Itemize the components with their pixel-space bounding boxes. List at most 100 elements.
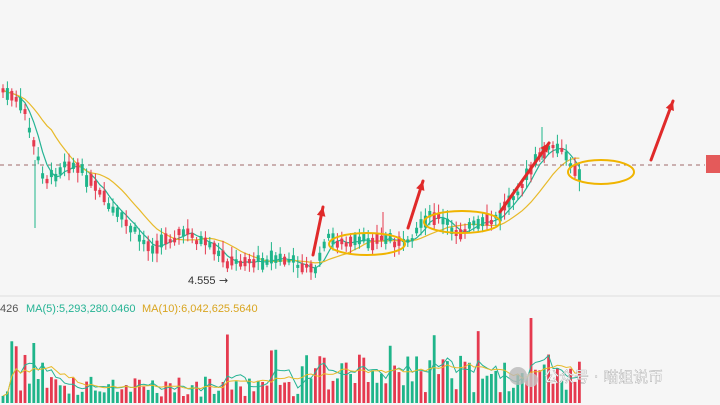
- volume-bar: [173, 392, 176, 403]
- candle-body: [168, 239, 172, 243]
- candle-body: [265, 259, 269, 265]
- volume-bar: [19, 390, 22, 403]
- candle-body: [225, 261, 229, 269]
- candle-body: [93, 180, 97, 191]
- current-price-tag[interactable]: [706, 155, 720, 173]
- volume-bar: [459, 355, 462, 403]
- candle-body: [291, 255, 295, 263]
- candle-body: [353, 234, 357, 246]
- volume-bar: [177, 377, 181, 403]
- candle-body: [76, 162, 80, 173]
- volume-bar: [296, 393, 300, 403]
- volume-bar: [406, 356, 410, 403]
- volume-bar: [270, 350, 273, 403]
- candle-body: [498, 210, 502, 222]
- volume-bar: [569, 368, 572, 403]
- volume-bar: [498, 392, 502, 403]
- volume-bars: [1, 318, 581, 403]
- highlight-ellipse: [328, 232, 406, 256]
- highlight-ellipse: [423, 210, 501, 234]
- candle-body: [564, 151, 568, 161]
- volume-bar: [402, 385, 405, 403]
- volume-bar: [76, 394, 80, 403]
- low-price-label: 4.555: [188, 275, 216, 287]
- candle-body: [98, 189, 102, 195]
- volume-bar: [472, 392, 476, 403]
- volume-bar: [217, 390, 220, 403]
- candle-body: [406, 239, 410, 243]
- candle-body: [19, 97, 23, 111]
- volume-bar: [146, 389, 150, 403]
- volume-bar: [67, 393, 71, 403]
- annotations: [311, 99, 675, 257]
- watermark: 公众号 · 喵姐说币: [509, 367, 663, 387]
- volume-bar: [432, 335, 436, 403]
- volume-bar: [468, 362, 471, 403]
- volume-bar: [437, 374, 440, 403]
- candle-body: [362, 234, 366, 242]
- volume-bar: [503, 362, 506, 403]
- volume-bar: [6, 391, 9, 403]
- volume-bar: [534, 369, 537, 403]
- candle-body: [36, 156, 40, 161]
- candle-body: [173, 237, 177, 243]
- candle-body: [555, 143, 559, 154]
- candle-body: [481, 217, 485, 227]
- volume-bar: [415, 356, 418, 403]
- candle-body: [551, 145, 555, 149]
- ma10-label: MA(10):6,042,625.5640: [142, 303, 258, 315]
- volume-bar: [102, 392, 106, 403]
- candle-body: [327, 233, 331, 238]
- candle-body: [256, 255, 260, 263]
- volume-bar: [547, 354, 550, 403]
- volume-bar: [54, 379, 58, 403]
- volume-bar: [28, 383, 31, 403]
- volume-ma5-line: [2, 354, 580, 397]
- candle-body: [58, 167, 62, 175]
- candle-body: [463, 229, 467, 234]
- candle-body: [177, 228, 181, 236]
- volume-bar: [72, 377, 75, 403]
- candle-body: [32, 140, 36, 147]
- volume-bar: [564, 389, 568, 403]
- price-ma5-line: [2, 89, 580, 269]
- candle-body: [489, 219, 493, 225]
- volume-bar: [151, 380, 154, 403]
- candle-body: [23, 109, 27, 114]
- volume-bar: [50, 377, 53, 403]
- candle-body: [393, 241, 397, 248]
- volume-bar: [234, 381, 238, 403]
- candle-body: [27, 127, 31, 133]
- candle-body: [547, 145, 551, 150]
- volume-bar: [186, 394, 190, 403]
- candle-body: [54, 173, 58, 182]
- candle-body: [186, 228, 190, 235]
- volume-bar: [560, 380, 564, 403]
- candle-body: [305, 263, 309, 268]
- volume-bar: [80, 391, 84, 403]
- candle-body: [203, 237, 207, 246]
- candle-body: [195, 240, 199, 245]
- volume-bar: [10, 341, 14, 403]
- candle-body: [472, 220, 476, 226]
- candle-body: [243, 257, 247, 267]
- ma5-label: MA(5):5,293,280.0460: [26, 303, 135, 315]
- volume-bar: [424, 392, 427, 403]
- volume-bar: [14, 346, 18, 403]
- candle-body: [80, 164, 84, 173]
- volume-bar: [463, 361, 467, 403]
- candle-body: [445, 218, 449, 225]
- candle-body: [181, 229, 185, 237]
- candle-body: [318, 252, 322, 261]
- trend-arrow-head: [665, 101, 674, 111]
- trend-arrow-head: [316, 207, 326, 217]
- candle-body: [428, 210, 432, 218]
- candle-body: [410, 238, 414, 242]
- volume-bar: [190, 385, 194, 403]
- volume-bar: [340, 363, 344, 403]
- candle-body: [432, 212, 436, 226]
- volume-left-fragment: 426: [0, 303, 18, 315]
- candle-body: [577, 169, 581, 182]
- volume-bar: [32, 343, 36, 403]
